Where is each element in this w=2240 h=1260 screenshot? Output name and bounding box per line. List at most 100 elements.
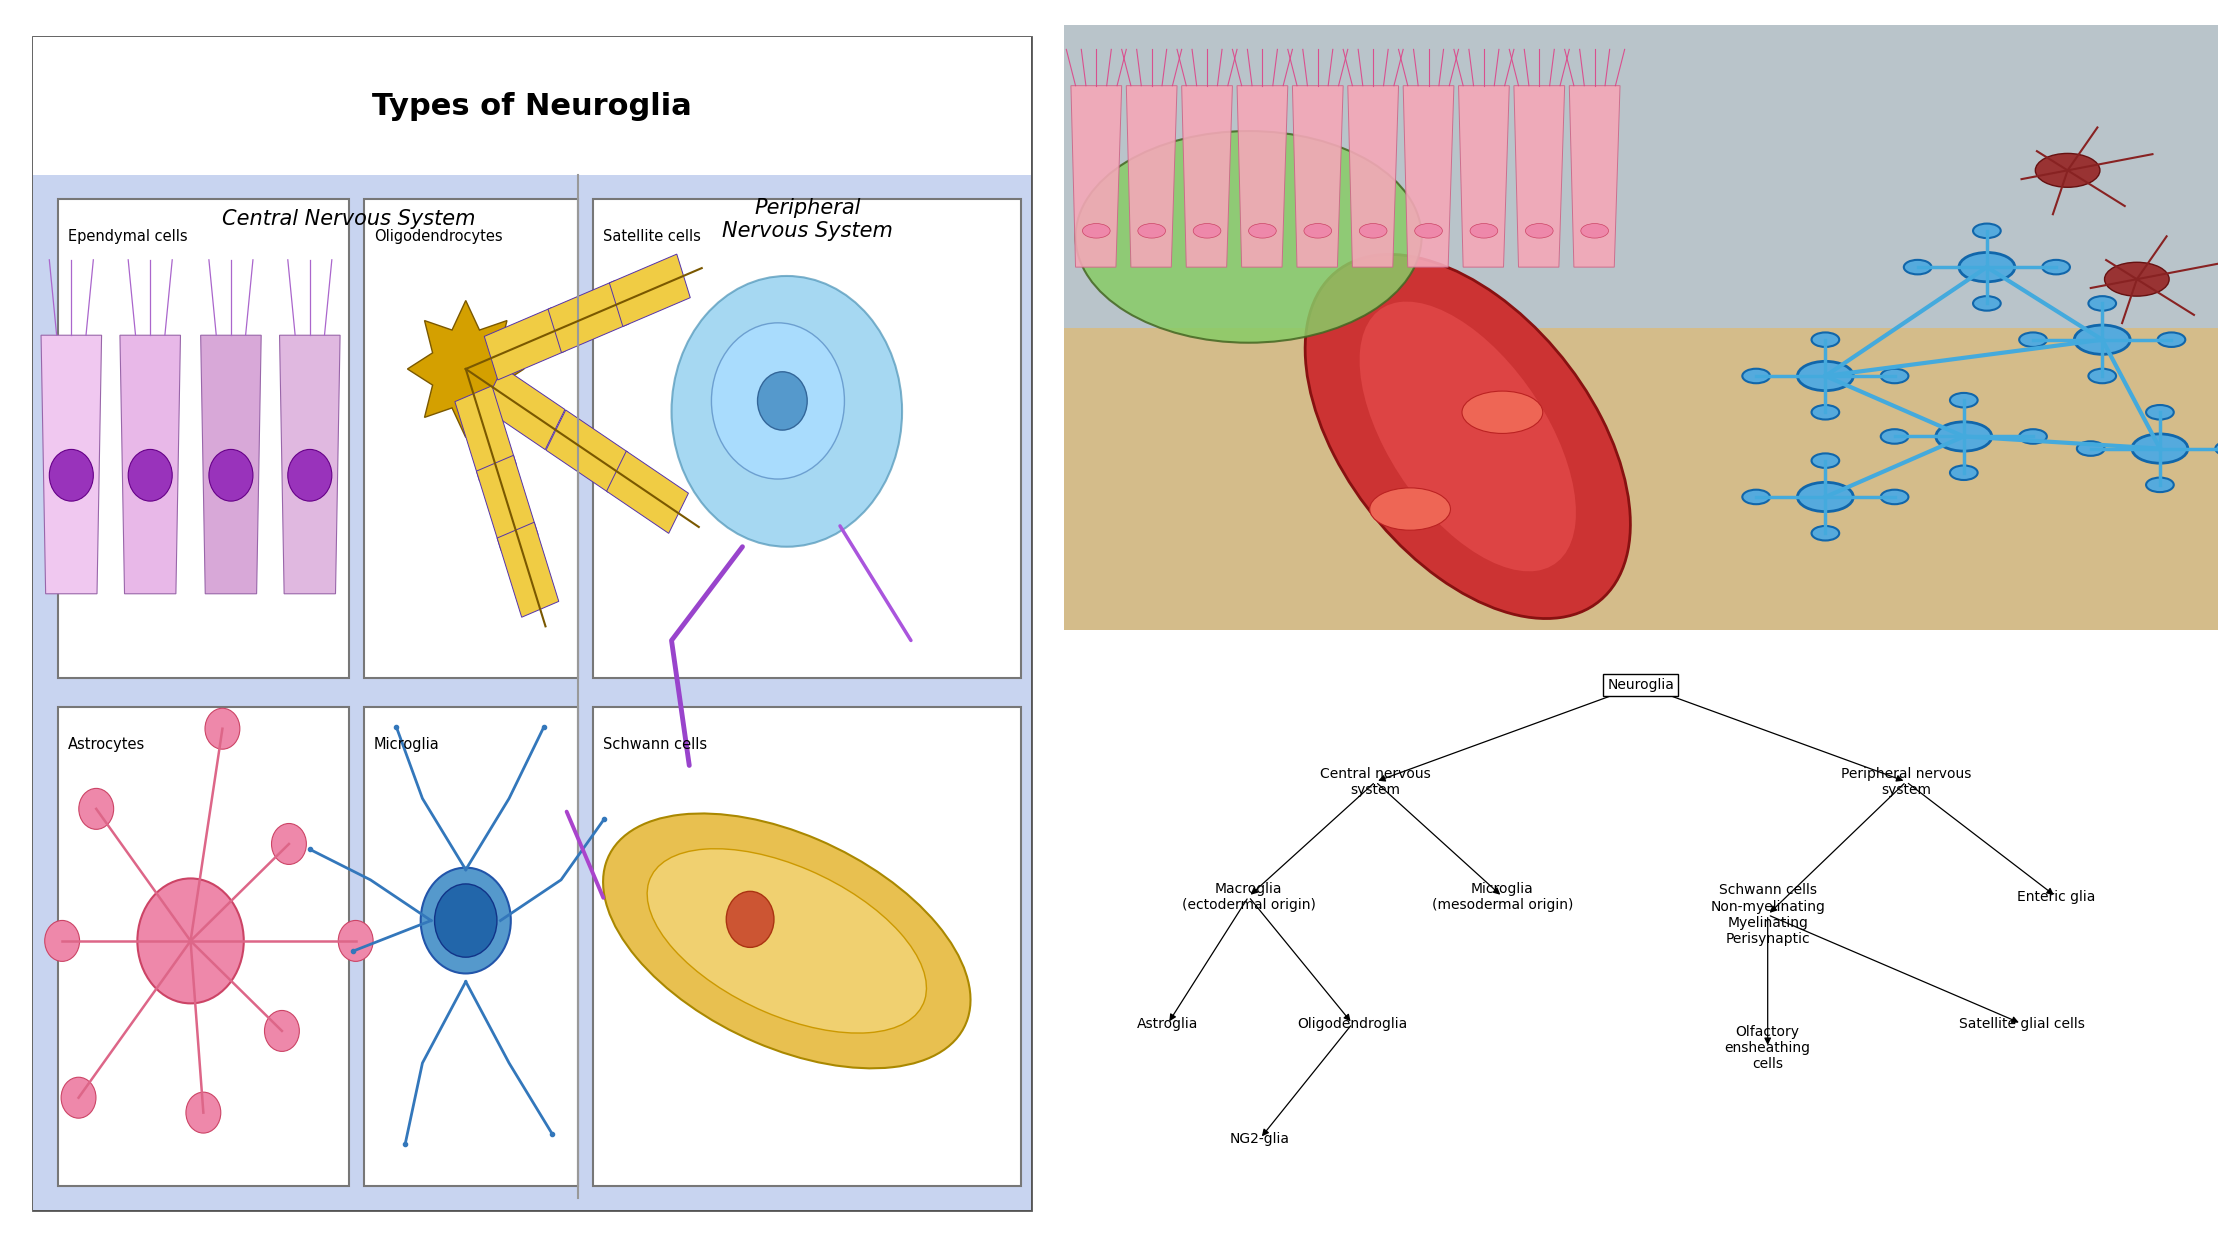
Polygon shape: [477, 455, 538, 551]
FancyBboxPatch shape: [34, 38, 1030, 175]
Circle shape: [137, 878, 244, 1003]
Text: Enteric glia: Enteric glia: [2016, 890, 2094, 903]
Circle shape: [2018, 430, 2047, 444]
Circle shape: [757, 372, 806, 430]
Circle shape: [1469, 223, 1499, 238]
Polygon shape: [1292, 86, 1344, 267]
Circle shape: [1882, 369, 1908, 383]
Circle shape: [2088, 296, 2117, 311]
Text: NG2-glia: NG2-glia: [1230, 1131, 1290, 1145]
Circle shape: [1951, 393, 1978, 407]
Text: Satellite glial cells: Satellite glial cells: [1958, 1017, 2085, 1031]
Polygon shape: [1127, 86, 1176, 267]
Text: Central Nervous System: Central Nervous System: [222, 209, 475, 229]
FancyBboxPatch shape: [1064, 25, 2218, 328]
Circle shape: [264, 1011, 300, 1051]
Circle shape: [1525, 223, 1552, 238]
Text: Ependymal cells: Ependymal cells: [67, 229, 188, 243]
Circle shape: [206, 708, 240, 750]
Circle shape: [208, 450, 253, 501]
Text: Macroglia
(ectodermal origin): Macroglia (ectodermal origin): [1183, 882, 1315, 912]
Polygon shape: [1071, 86, 1122, 267]
Ellipse shape: [603, 814, 970, 1068]
Polygon shape: [202, 335, 262, 593]
Circle shape: [1812, 333, 1839, 347]
Ellipse shape: [1360, 301, 1577, 571]
Polygon shape: [1348, 86, 1398, 267]
Circle shape: [60, 1077, 96, 1118]
Circle shape: [1960, 252, 2014, 282]
Text: Astroglia: Astroglia: [1138, 1017, 1198, 1031]
Circle shape: [1812, 525, 1839, 541]
Circle shape: [128, 450, 172, 501]
Text: Central nervous
system: Central nervous system: [1319, 766, 1431, 796]
Circle shape: [2074, 325, 2130, 354]
FancyBboxPatch shape: [34, 175, 1030, 1210]
Circle shape: [2132, 433, 2188, 464]
Text: Schwann cells: Schwann cells: [603, 737, 708, 752]
Circle shape: [2215, 441, 2240, 456]
Circle shape: [49, 450, 94, 501]
Circle shape: [2043, 260, 2070, 275]
Circle shape: [1882, 430, 1908, 444]
Text: Oligodendroglia: Oligodendroglia: [1297, 1017, 1407, 1031]
Ellipse shape: [647, 849, 927, 1033]
FancyBboxPatch shape: [363, 708, 578, 1187]
Polygon shape: [1458, 86, 1510, 267]
Text: Neuroglia: Neuroglia: [1608, 678, 1673, 692]
Polygon shape: [607, 451, 688, 533]
Circle shape: [1796, 362, 1852, 391]
Circle shape: [1973, 223, 2000, 238]
Circle shape: [1194, 223, 1221, 238]
Text: Peripheral
Nervous System: Peripheral Nervous System: [721, 198, 892, 241]
Circle shape: [421, 868, 511, 974]
Polygon shape: [1570, 86, 1620, 267]
Circle shape: [1904, 260, 1931, 275]
Ellipse shape: [1075, 131, 1422, 343]
Text: Astrocytes: Astrocytes: [67, 737, 146, 752]
Circle shape: [1882, 490, 1908, 504]
FancyBboxPatch shape: [594, 708, 1021, 1187]
FancyBboxPatch shape: [34, 38, 1030, 1210]
Circle shape: [435, 885, 497, 958]
Polygon shape: [40, 335, 101, 593]
Circle shape: [726, 891, 775, 948]
Text: Olfactory
ensheathing
cells: Olfactory ensheathing cells: [1725, 1024, 1810, 1071]
Circle shape: [1973, 296, 2000, 311]
Polygon shape: [1236, 86, 1288, 267]
Circle shape: [2036, 154, 2099, 188]
Polygon shape: [484, 307, 564, 381]
Polygon shape: [547, 410, 627, 493]
Circle shape: [2146, 404, 2173, 420]
Circle shape: [1812, 404, 1839, 420]
Text: Types of Neuroglia: Types of Neuroglia: [372, 92, 692, 121]
Circle shape: [1082, 223, 1111, 238]
Circle shape: [2106, 262, 2168, 296]
Circle shape: [1304, 223, 1331, 238]
Circle shape: [2018, 333, 2047, 347]
FancyBboxPatch shape: [594, 199, 1021, 678]
Circle shape: [2076, 441, 2106, 456]
Circle shape: [338, 921, 374, 961]
Circle shape: [2146, 478, 2173, 493]
Text: Peripheral nervous
system: Peripheral nervous system: [1841, 766, 1971, 796]
Text: Satellite cells: Satellite cells: [603, 229, 701, 243]
FancyBboxPatch shape: [1064, 25, 2218, 630]
Circle shape: [1463, 391, 1543, 433]
Circle shape: [1416, 223, 1443, 238]
Circle shape: [1796, 483, 1852, 512]
Circle shape: [1812, 454, 1839, 467]
Polygon shape: [609, 255, 690, 326]
Polygon shape: [1402, 86, 1454, 267]
Polygon shape: [497, 522, 558, 617]
Circle shape: [1248, 223, 1277, 238]
Polygon shape: [1183, 86, 1232, 267]
Circle shape: [186, 1092, 222, 1133]
Text: Oligodendrocytes: Oligodendrocytes: [374, 229, 502, 243]
Ellipse shape: [1306, 255, 1631, 619]
Circle shape: [1951, 465, 1978, 480]
Polygon shape: [408, 301, 524, 437]
Circle shape: [1369, 488, 1452, 530]
Polygon shape: [484, 368, 564, 450]
Circle shape: [271, 824, 307, 864]
